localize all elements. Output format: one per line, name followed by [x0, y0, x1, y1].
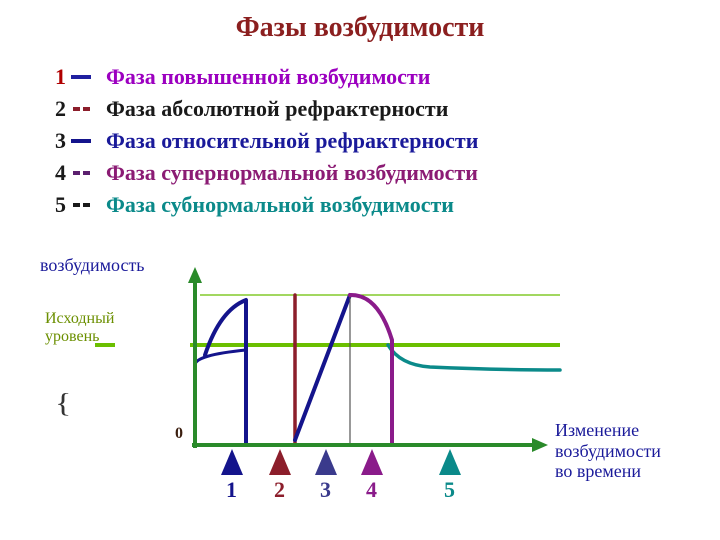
legend-row: 5 Фаза субнормальной возбудимости: [40, 190, 680, 220]
y-axis-label: возбудимость: [40, 255, 145, 276]
legend-text-3: Фаза относительной рефрактерности: [96, 128, 680, 154]
phase-marker-num: 2: [274, 477, 285, 503]
legend-dash-4: [66, 171, 96, 175]
phase-marker-triangle: [221, 449, 243, 475]
legend-dash-5: [66, 203, 96, 207]
legend-row: 1 Фаза повышенной возбудимости: [40, 62, 680, 92]
phase-marker-triangle: [269, 449, 291, 475]
phase-marker-triangle: [315, 449, 337, 475]
legend-row: 4 Фаза супернормальной возбудимости: [40, 158, 680, 188]
page-title: Фазы возбудимости: [0, 12, 720, 44]
brace-icon: {: [55, 389, 71, 419]
phase-marker-triangle: [439, 449, 461, 475]
legend-dash-3: [66, 139, 96, 143]
x-axis-label-l2: возбудимости: [555, 441, 661, 461]
phase-marker-num: 4: [366, 477, 377, 503]
legend-row: 2 Фаза абсолютной рефрактерности: [40, 94, 680, 124]
x-axis-label: Изменение возбудимости во времени: [555, 420, 661, 482]
legend-num-2: 2: [40, 96, 66, 122]
baseline-label: Исходный уровень: [45, 310, 114, 345]
legend-text-4: Фаза супернормальной возбудимости: [96, 160, 680, 186]
legend-num-3: 3: [40, 128, 66, 154]
phase-marker-num: 5: [444, 477, 455, 503]
legend-text-5: Фаза субнормальной возбудимости: [96, 192, 680, 218]
phase-marker-triangle: [361, 449, 383, 475]
baseline-label-l2: уровень: [45, 328, 99, 345]
legend-dash-1: [66, 75, 96, 79]
zero-label: 0: [175, 425, 183, 443]
chart-svg: [0, 250, 720, 540]
legend-num-1: 1: [40, 64, 66, 90]
chart-area: возбудимость Исходный уровень { 0 Измене…: [0, 250, 720, 540]
x-axis-label-l3: во времени: [555, 461, 641, 481]
x-axis-label-l1: Изменение: [555, 420, 639, 440]
legend-num-5: 5: [40, 192, 66, 218]
phase-marker-num: 3: [320, 477, 331, 503]
baseline-label-l1: Исходный: [45, 310, 114, 327]
legend: 1 Фаза повышенной возбудимости 2 Фаза аб…: [40, 60, 680, 222]
legend-num-4: 4: [40, 160, 66, 186]
phase-marker-num: 1: [226, 477, 237, 503]
legend-dash-2: [66, 107, 96, 111]
legend-text-1: Фаза повышенной возбудимости: [96, 64, 680, 90]
legend-text-2: Фаза абсолютной рефрактерности: [96, 96, 680, 122]
legend-row: 3 Фаза относительной рефрактерности: [40, 126, 680, 156]
